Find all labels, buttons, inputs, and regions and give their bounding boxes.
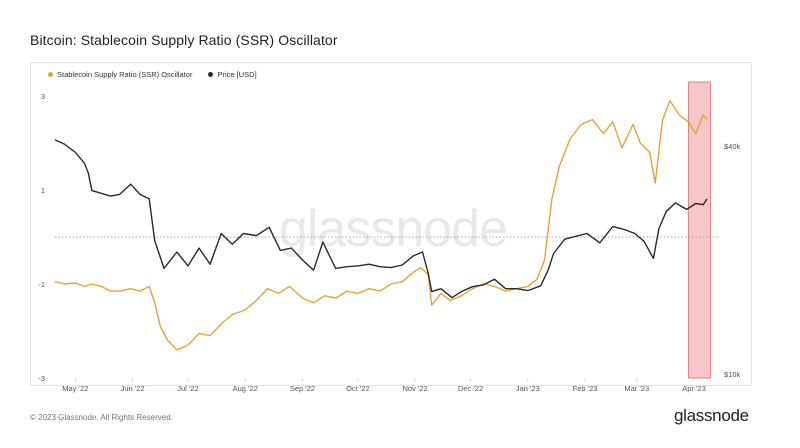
glassnode-logo[interactable]: glassnode xyxy=(674,406,749,425)
legend-item-price[interactable]: Price [USD] xyxy=(208,70,257,79)
y-left-tick-label-2: -1 xyxy=(38,280,45,289)
x-tick-label-1: Jun '22 xyxy=(121,384,145,393)
series-line-ssr xyxy=(54,100,708,351)
x-tick-label-5: Oct '22 xyxy=(346,384,370,393)
y-left-tick-label-3: -3 xyxy=(38,374,45,383)
chart-title: Bitcoin: Stablecoin Supply Ratio (SSR) O… xyxy=(30,32,338,48)
x-tick-label-4: Sep '22 xyxy=(290,384,315,393)
series-line-price xyxy=(54,139,708,299)
chart-panel xyxy=(30,62,752,386)
x-tick-label-10: Mar '23 xyxy=(624,384,649,393)
x-tick-label-6: Nov '22 xyxy=(403,384,428,393)
y-left-tick-label-1: 1 xyxy=(41,186,45,195)
x-tick-label-0: May '22 xyxy=(62,384,88,393)
x-tick-label-3: Aug '22 xyxy=(233,384,258,393)
highlight-region xyxy=(687,81,712,379)
legend-item-ssr[interactable]: Stablecoin Supply Ratio (SSR) Oscillator xyxy=(48,70,192,79)
chart-legend: Stablecoin Supply Ratio (SSR) Oscillator… xyxy=(48,70,257,79)
legend-swatch-ssr xyxy=(48,72,53,77)
x-tick-label-11: Apr '23 xyxy=(682,384,706,393)
y-right-tick-label-1: $10k xyxy=(724,370,741,379)
x-tick-label-9: Feb '23 xyxy=(573,384,598,393)
y-left-tick-label-0: 3 xyxy=(41,92,45,101)
x-tick-label-2: Jul '22 xyxy=(177,384,198,393)
watermark: glassnode xyxy=(279,200,507,258)
legend-swatch-price xyxy=(208,72,214,77)
legend-label-ssr: Stablecoin Supply Ratio (SSR) Oscillator xyxy=(57,70,193,79)
y-right-tick-label-0: $40k xyxy=(724,142,741,151)
copyright-text: © 2023 Glassnode. All Rights Reserved. xyxy=(30,413,173,422)
x-tick-label-8: Jan '23 xyxy=(516,384,540,393)
legend-label-price: Price [USD] xyxy=(217,70,257,79)
x-tick-label-7: Dec '22 xyxy=(458,384,483,393)
